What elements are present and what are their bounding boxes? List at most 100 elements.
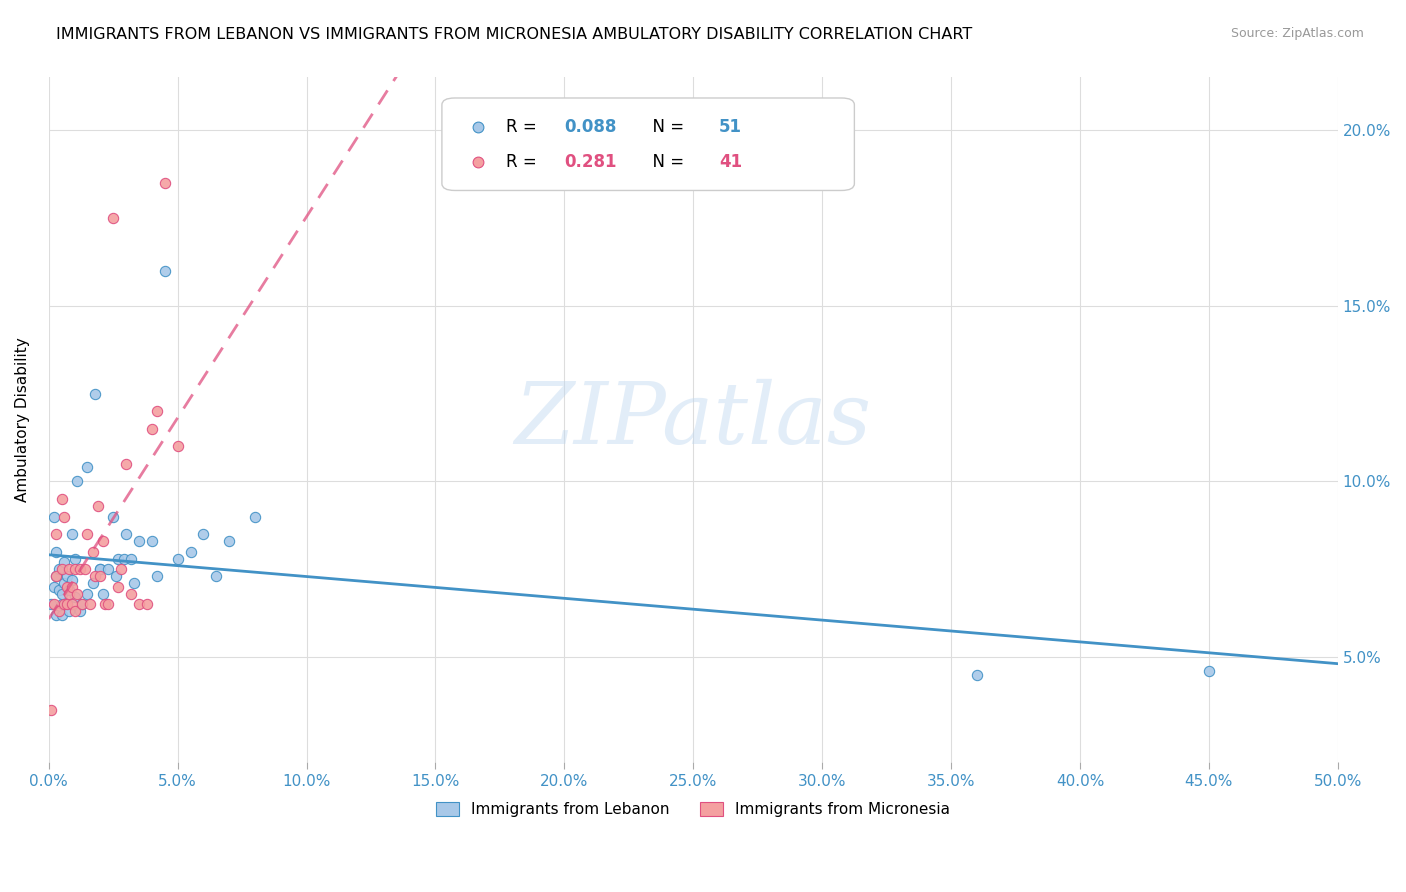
Point [51, 562, 73, 576]
Point [45, 527, 67, 541]
Point [42, 580, 65, 594]
Point [141, 534, 163, 549]
Text: R =: R = [506, 118, 543, 136]
Point [107, 580, 129, 594]
Point [243, 509, 266, 524]
Point [120, 551, 142, 566]
Point [56, 598, 79, 612]
Text: IMMIGRANTS FROM LEBANON VS IMMIGRANTS FROM MICRONESIA AMBULATORY DISABILITY CORR: IMMIGRANTS FROM LEBANON VS IMMIGRANTS FR… [56, 27, 973, 42]
Point [41, 598, 63, 612]
Y-axis label: Ambulatory Disability: Ambulatory Disability [15, 337, 30, 502]
Point [42, 509, 65, 524]
Point [112, 551, 135, 566]
Point [122, 576, 145, 591]
Point [89, 562, 111, 576]
Text: 0.281: 0.281 [564, 153, 617, 170]
Point [63, 551, 86, 566]
Point [128, 534, 150, 549]
Point [79, 598, 101, 612]
Point [76, 587, 98, 601]
Point [141, 422, 163, 436]
Point [66, 587, 89, 601]
Point [146, 569, 169, 583]
Point [56, 569, 79, 583]
Legend: Immigrants from Lebanon, Immigrants from Micronesia: Immigrants from Lebanon, Immigrants from… [430, 796, 956, 823]
Point [87, 499, 110, 513]
Point [56, 580, 79, 594]
Point [69, 562, 91, 576]
Text: N =: N = [641, 118, 689, 136]
Point [51, 607, 73, 622]
Point [97, 562, 120, 576]
Point [72, 598, 94, 612]
Point [218, 534, 240, 549]
Point [48, 583, 70, 598]
Point [966, 667, 988, 681]
Point [166, 551, 188, 566]
Point [82, 544, 104, 558]
Point [103, 211, 125, 225]
Point [120, 587, 142, 601]
Text: R =: R = [506, 153, 543, 170]
Point [45, 569, 67, 583]
Point [60, 580, 83, 594]
Point [63, 591, 86, 605]
Point [63, 604, 86, 618]
Point [115, 527, 138, 541]
Point [48, 604, 70, 618]
Point [60, 573, 83, 587]
Point [193, 527, 215, 541]
Point [69, 604, 91, 618]
Point [84, 386, 107, 401]
Point [94, 598, 117, 612]
Point [63, 562, 86, 576]
Point [76, 527, 98, 541]
Point [91, 587, 114, 601]
Point [51, 598, 73, 612]
Point [58, 587, 80, 601]
Point [41, 703, 63, 717]
Point [1198, 664, 1220, 678]
Point [110, 562, 132, 576]
Point [58, 562, 80, 576]
Point [89, 562, 111, 576]
Point [60, 527, 83, 541]
Point [58, 604, 80, 618]
Point [205, 569, 228, 583]
Point [107, 551, 129, 566]
Point [180, 544, 202, 558]
Point [53, 598, 76, 612]
Point [51, 587, 73, 601]
Point [48, 562, 70, 576]
Point [66, 475, 89, 489]
Point [45, 607, 67, 622]
Point [82, 576, 104, 591]
Point [89, 569, 111, 583]
Text: 0.088: 0.088 [564, 118, 617, 136]
Point [91, 534, 114, 549]
Point [135, 598, 157, 612]
Text: N =: N = [641, 153, 689, 170]
Point [146, 404, 169, 418]
Point [76, 460, 98, 475]
Point [72, 598, 94, 612]
Point [153, 176, 176, 190]
Point [128, 598, 150, 612]
Point [45, 569, 67, 583]
Point [166, 439, 188, 453]
Text: ZIPatlas: ZIPatlas [515, 378, 872, 461]
Point [53, 576, 76, 591]
Point [53, 555, 76, 569]
Point [56, 598, 79, 612]
Point [42, 598, 65, 612]
Point [84, 569, 107, 583]
Text: Source: ZipAtlas.com: Source: ZipAtlas.com [1230, 27, 1364, 40]
Point [97, 598, 120, 612]
Point [53, 509, 76, 524]
Text: 41: 41 [718, 153, 742, 170]
Point [104, 569, 127, 583]
FancyBboxPatch shape [441, 98, 855, 191]
Point [153, 263, 176, 277]
Point [51, 491, 73, 506]
Point [60, 598, 83, 612]
